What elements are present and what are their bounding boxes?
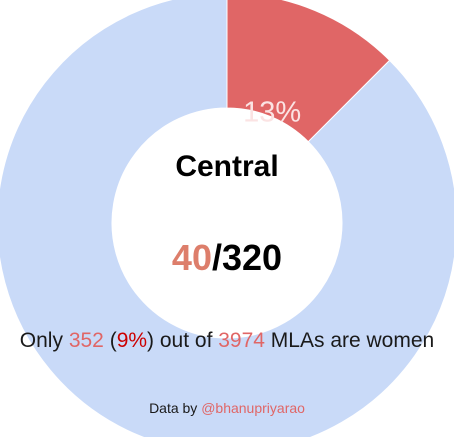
ratio-separator: / [211,237,222,278]
seat-ratio: 40/320 [0,240,454,276]
caption-total-count: 3974 [218,329,265,352]
caption-women-count: 352 [68,329,104,352]
summary-caption: Only 352 (9%) out of 3974 MLAs are women [0,328,454,354]
caption-text-post: MLAs are women [264,329,435,352]
caption-women-percent: 9% [116,329,148,352]
ratio-total-count: 320 [221,237,283,278]
credit-handle-link[interactable]: @bhanupriyarao [201,400,305,416]
data-credit: Data by @bhanupriyarao [0,400,454,416]
slice-label-0: 13% [243,97,301,129]
slice-labels: 13% [243,97,301,129]
caption-text-pre: Only [19,329,69,352]
ratio-women-count: 40 [171,237,212,278]
chart-title: Central [175,150,278,183]
caption-text-paren-open: ( [103,329,117,352]
credit-prefix: Data by [149,400,202,416]
caption-text-paren-close: ) out of [147,329,219,352]
